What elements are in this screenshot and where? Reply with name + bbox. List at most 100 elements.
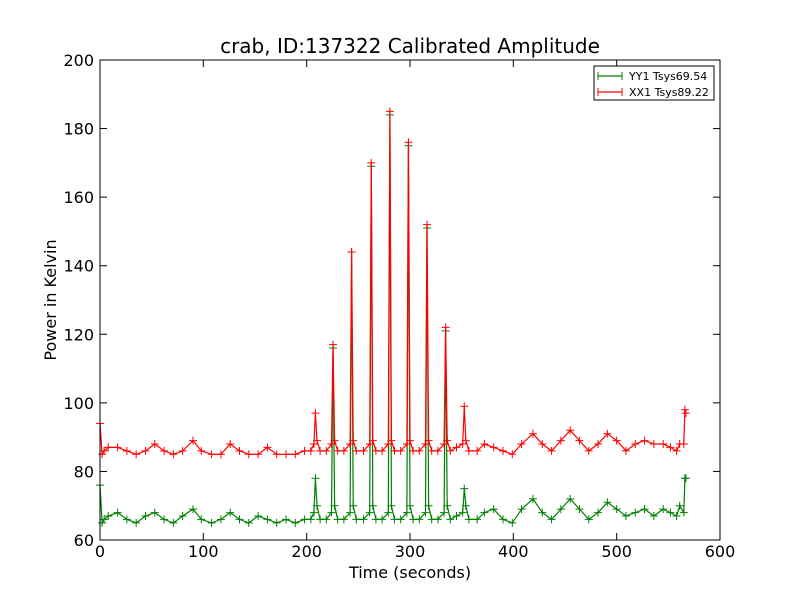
data-point	[327, 508, 336, 517]
data-point	[460, 484, 469, 493]
data-point	[612, 505, 621, 514]
data-point	[443, 436, 452, 445]
data-point	[189, 436, 197, 445]
data-point	[291, 450, 300, 459]
x-axis-label: Time (seconds)	[348, 563, 471, 582]
data-point	[150, 508, 159, 517]
data-point	[235, 446, 244, 455]
data-point	[499, 446, 507, 455]
legend: YY1 Tsys69.54 XX1 Tsys89.22	[593, 65, 715, 101]
data-point	[603, 429, 612, 438]
data-point	[575, 505, 584, 514]
legend-label: XX1 Tsys89.22	[629, 86, 709, 99]
data-point	[311, 409, 320, 418]
data-point	[680, 405, 689, 414]
x-tick-label: 100	[188, 542, 219, 561]
x-tick-label: 600	[705, 542, 736, 561]
data-point	[272, 450, 281, 459]
data-point	[339, 515, 348, 524]
data-point	[150, 440, 159, 448]
data-point	[235, 515, 244, 524]
data-point	[197, 446, 206, 455]
data-point	[113, 508, 122, 517]
data-point	[100, 515, 109, 524]
data-point	[415, 515, 424, 524]
y-tick-label: 160	[63, 188, 94, 207]
data-point	[272, 518, 281, 527]
data-point	[640, 436, 649, 445]
data-point	[189, 505, 197, 514]
data-point	[402, 508, 411, 517]
data-point	[424, 436, 433, 445]
chart-title: crab, ID:137322 Calibrated Amplitude	[220, 34, 600, 58]
data-point	[575, 436, 584, 445]
data-point	[98, 518, 107, 527]
y-tick-label: 140	[63, 257, 94, 276]
data-point	[322, 515, 331, 524]
data-point	[282, 515, 290, 524]
data-point	[631, 508, 640, 517]
data-point	[679, 440, 688, 448]
data-point	[464, 446, 473, 455]
data-point	[169, 518, 178, 527]
data-point	[132, 450, 141, 459]
data-point	[421, 508, 430, 517]
data-point	[675, 501, 684, 510]
data-point	[446, 446, 455, 455]
data-point	[329, 340, 338, 349]
legend-marker	[597, 88, 623, 96]
data-point	[672, 512, 681, 520]
data-point	[197, 515, 206, 524]
data-point	[313, 501, 321, 510]
data-point	[169, 450, 178, 459]
data-point	[499, 515, 507, 524]
data-point	[254, 512, 263, 520]
data-point	[339, 446, 348, 455]
data-point	[378, 446, 387, 455]
data-point	[594, 440, 603, 448]
y-tick-label: 100	[63, 394, 94, 413]
data-point	[346, 508, 355, 517]
data-point	[263, 443, 272, 452]
data-point	[330, 501, 339, 510]
data-point	[349, 436, 358, 445]
data-point	[528, 429, 537, 438]
data-point	[178, 446, 187, 455]
data-point	[566, 494, 575, 503]
data-point	[368, 501, 377, 510]
data-point	[141, 512, 150, 520]
data-point	[556, 505, 565, 514]
data-point	[566, 426, 575, 435]
data-point	[480, 440, 489, 448]
data-point	[263, 515, 272, 524]
data-point	[517, 505, 526, 514]
data-point	[538, 440, 547, 448]
data-point	[649, 440, 658, 448]
data-point	[594, 508, 603, 517]
data-point	[309, 508, 318, 517]
data-point	[365, 508, 374, 517]
data-point	[396, 515, 405, 524]
data-point	[378, 515, 387, 524]
data-point	[306, 515, 315, 524]
data-point	[612, 436, 621, 445]
data-point	[291, 518, 300, 527]
data-point	[244, 518, 253, 527]
data-point	[556, 436, 565, 445]
data-point	[461, 436, 470, 445]
data-point	[458, 508, 467, 517]
data-point	[508, 450, 517, 459]
tick-layer: 0 100 200 300 400 500 600 60 80 100 120 140 160 180 20…	[63, 51, 735, 561]
data-point	[659, 505, 668, 514]
legend-label: YY1 Tsys69.54	[628, 70, 707, 83]
data-point	[352, 446, 361, 455]
data-point	[216, 450, 225, 459]
data-point	[461, 501, 470, 510]
data-point	[254, 450, 263, 459]
data-point	[306, 446, 315, 455]
data-point	[666, 443, 675, 452]
data-point	[666, 508, 675, 517]
data-point	[473, 515, 482, 524]
data-point	[659, 440, 668, 448]
